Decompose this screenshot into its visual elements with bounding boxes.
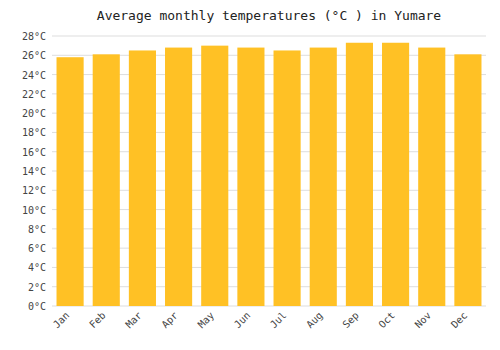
x-tick-label: Feb [87, 310, 108, 331]
bars [57, 43, 482, 306]
bar [346, 43, 373, 306]
y-tick-label: 8°C [28, 224, 46, 235]
bar [93, 54, 120, 306]
y-axis: 0°C 2°C 4°C 6°C 8°C 10°C 12°C 14°C 16°C 18°C 20°C 2… [22, 31, 46, 312]
x-tick-label: Aug [304, 310, 325, 331]
y-tick-label: 14°C [22, 166, 46, 177]
y-tick-label: 2°C [28, 282, 46, 293]
y-tick-label: 12°C [22, 185, 46, 196]
y-tick-label: 28°C [22, 31, 46, 42]
bar [418, 48, 445, 306]
y-tick-label: 4°C [28, 262, 46, 273]
y-tick-label: 20°C [22, 108, 46, 119]
bar [274, 50, 301, 306]
x-tick-label: Jun [232, 310, 253, 331]
bar [57, 57, 84, 306]
chart-container: Average monthly temperatures (°C ) in Yu… [0, 0, 500, 350]
bar [454, 54, 481, 306]
y-tick-label: 18°C [22, 127, 46, 138]
y-tick-label: 24°C [22, 70, 46, 81]
title: Average monthly temperatures (°C ) in Yu… [97, 8, 442, 23]
x-tick-label: Jan [51, 310, 72, 331]
x-tick-label: Mar [123, 310, 144, 331]
bar [129, 50, 156, 306]
grid [52, 36, 486, 306]
grid-line [52, 36, 486, 37]
y-tick-label: 26°C [22, 50, 46, 61]
y-tick-label: 6°C [28, 243, 46, 254]
x-tick-label: Apr [159, 310, 180, 331]
x-tick-label: Sep [340, 310, 361, 331]
y-tick-label: 16°C [22, 147, 46, 158]
bar [201, 46, 228, 306]
bar [382, 43, 409, 306]
x-tick-label: Dec [449, 310, 470, 331]
chart: Average monthly temperatures (°C ) in Yu… [0, 0, 500, 350]
x-tick-label: Nov [413, 310, 434, 331]
x-tick-label: May [196, 310, 217, 331]
y-tick-label: 22°C [22, 89, 46, 100]
x-tick-label: Oct [376, 310, 397, 331]
x-tick-label: Jul [268, 310, 289, 331]
bar [310, 48, 337, 306]
bar [237, 48, 264, 306]
y-tick-label: 0°C [28, 301, 46, 312]
bar [165, 48, 192, 306]
y-tick-label: 10°C [22, 205, 46, 216]
x-axis: Jan Feb Mar Apr May Jun Jul Aug Sep Oct Nov Dec [51, 310, 469, 331]
